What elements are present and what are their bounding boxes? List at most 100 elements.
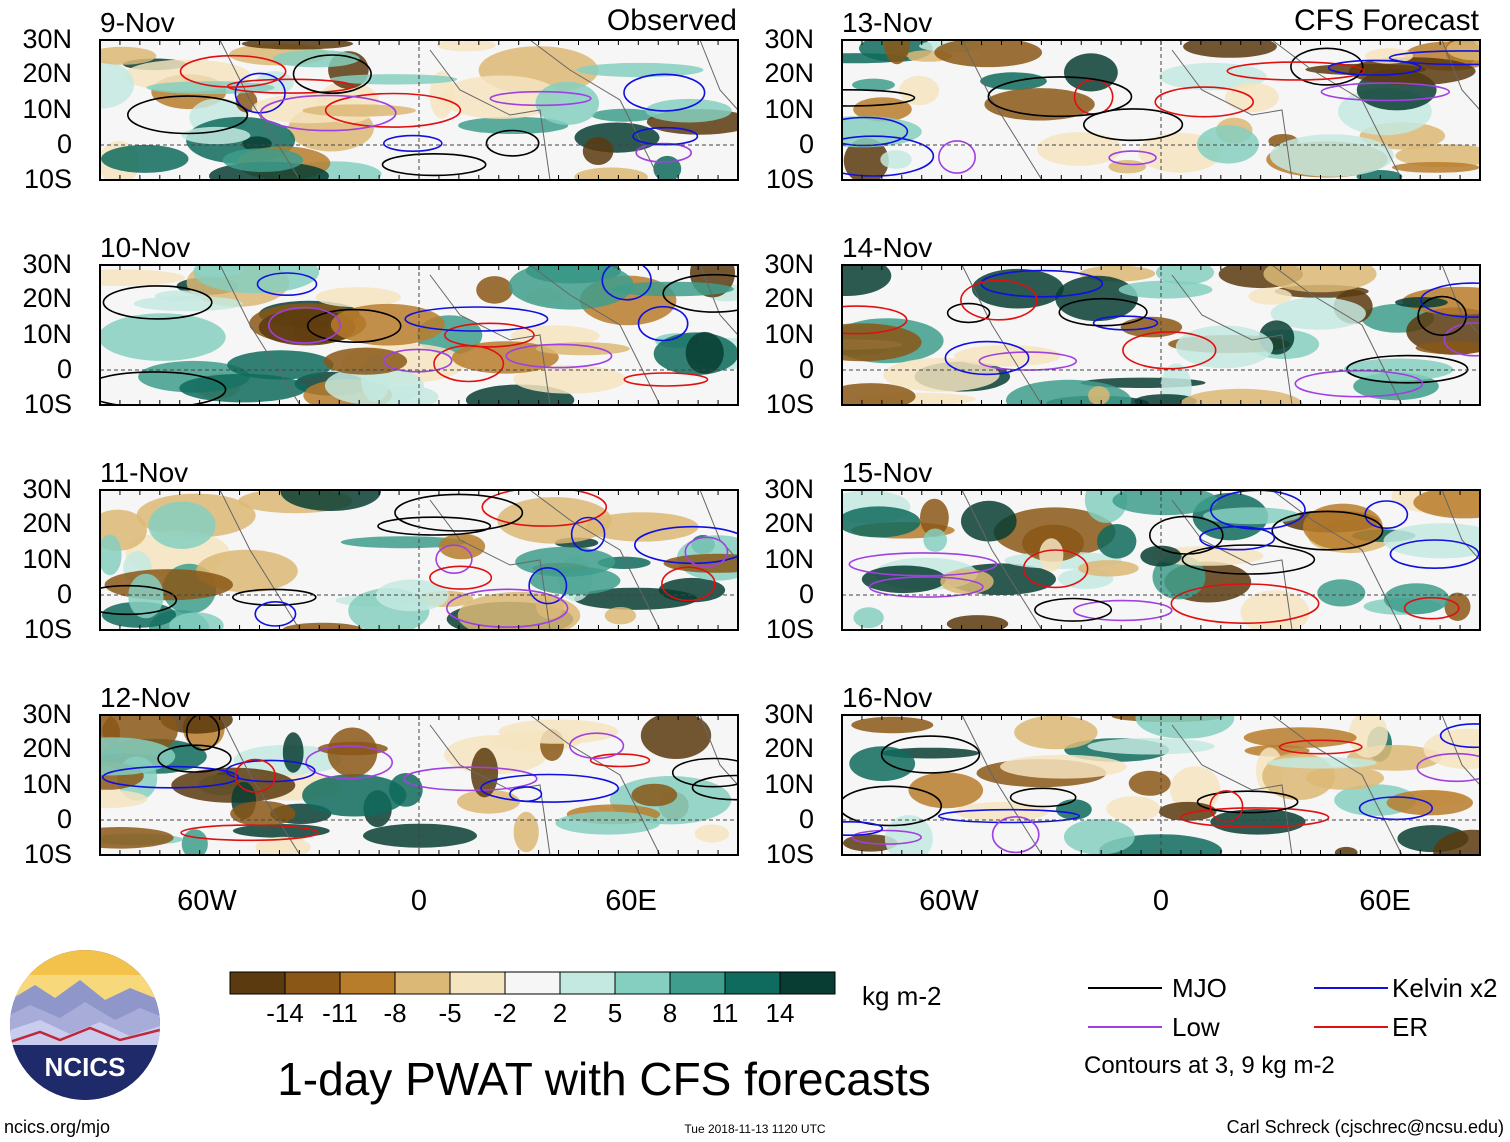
- mjo-contour: [1417, 295, 1467, 337]
- map-panel: 15-Nov 30N 20N 10N 0 10S: [764, 457, 1481, 644]
- er-contour: [179, 54, 287, 88]
- footer-timestamp: Tue 2018-11-13 1120 UTC: [684, 1122, 826, 1136]
- pwat-anomaly-patch: [1240, 590, 1310, 630]
- pwat-anomaly-patch: [436, 40, 496, 52]
- low-contour: [568, 732, 625, 760]
- er-contour: [661, 566, 716, 602]
- pwat-anomaly-patch: [934, 40, 1043, 68]
- lat-label: 0: [57, 804, 72, 834]
- lat-label: 0: [799, 354, 814, 384]
- lat-label: 10N: [22, 769, 72, 799]
- er-contour: [1122, 331, 1217, 370]
- lat-label: 30N: [22, 249, 72, 279]
- pwat-anomaly-patch: [1097, 524, 1137, 559]
- pwat-anomaly-patch: [227, 350, 334, 380]
- map-panel: 13-Nov 30N 20N 10N 0 10S: [764, 7, 1481, 194]
- mjo-contour: [1271, 510, 1384, 551]
- pwat-anomaly-patch: [694, 824, 730, 843]
- kelvin-contour: [842, 135, 935, 177]
- kelvin-contour: [1389, 539, 1480, 570]
- pwat-anomaly-patch: [1118, 280, 1213, 299]
- mjo-contour: [842, 89, 916, 107]
- kelvin-contour: [102, 765, 240, 789]
- pwat-anomaly-patch: [457, 789, 520, 814]
- lat-label: 30N: [764, 24, 814, 54]
- pwat-anomaly-patch: [1000, 754, 1127, 779]
- panel-date: 16-Nov: [842, 682, 932, 713]
- colorbar-tick-label: 8: [663, 998, 677, 1028]
- coastline: [219, 490, 738, 630]
- er-contour: [324, 92, 462, 128]
- lat-label: 30N: [764, 474, 814, 504]
- kelvin-contour: [1388, 50, 1480, 66]
- kelvin-contour: [480, 773, 620, 803]
- lon-axis-left: 60W 0 60E: [177, 885, 657, 917]
- lat-label: 0: [799, 129, 814, 159]
- pwat-anomaly-patch: [1446, 40, 1480, 61]
- mjo-contour: [292, 54, 372, 95]
- pwat-anomaly-patch: [440, 75, 561, 119]
- low-contour: [868, 576, 984, 598]
- footer-url: ncics.org/mjo: [4, 1117, 110, 1137]
- map-panel: 16-Nov 30N 20N 10N 0 10S: [764, 682, 1481, 869]
- lon-label: 0: [411, 885, 427, 917]
- lat-label: 20N: [764, 58, 814, 88]
- pwat-anomaly-patch: [658, 577, 726, 603]
- pwat-anomaly-patch: [1210, 809, 1306, 835]
- pwat-anomaly-patch: [330, 303, 445, 346]
- pwat-anomaly-patch: [843, 138, 889, 180]
- er-contour: [1179, 807, 1330, 828]
- er-contour: [589, 753, 651, 768]
- mjo-contour: [842, 785, 943, 827]
- colorbar-swatch: [724, 971, 781, 995]
- mjo-contour: [1346, 354, 1469, 384]
- pwat-anomaly-patch: [645, 98, 732, 123]
- er-contour: [1209, 790, 1244, 823]
- lat-label: 10N: [764, 769, 814, 799]
- pwat-anomaly-patch: [1128, 770, 1171, 796]
- pwat-anomaly-patch: [920, 498, 949, 537]
- pwat-anomaly-patch: [242, 136, 272, 151]
- kelvin-contour: [623, 73, 706, 112]
- panel-date: 11-Nov: [100, 457, 188, 488]
- map-panel: 10-Nov 30N 20N 10N 0 10S: [22, 232, 739, 419]
- pwat-anomaly-patch: [100, 313, 226, 361]
- mjo-contour: [485, 129, 540, 157]
- kelvin-contour: [842, 821, 884, 836]
- pwat-anomaly-patch: [849, 746, 916, 782]
- pwat-anomaly-patch: [961, 500, 1017, 542]
- pwat-anomaly-patch: [1014, 715, 1098, 750]
- pwat-anomaly-patch: [1006, 379, 1132, 405]
- mjo-contour: [662, 273, 738, 313]
- kelvin-contour: [528, 566, 568, 605]
- lat-label: 20N: [764, 733, 814, 763]
- pwat-anomaly-patch: [653, 155, 682, 180]
- pwat-anomaly-patch: [329, 74, 458, 85]
- pwat-anomaly-patch: [535, 342, 630, 356]
- colorbar: -14 -11 -8 -5 -2 2 5 8 11 14: [229, 971, 836, 1028]
- pwat-anomaly-patch: [169, 612, 224, 630]
- pwat-anomaly-patch: [1088, 386, 1110, 405]
- legend-label-mjo: MJO: [1172, 973, 1227, 1003]
- kelvin-contour: [570, 516, 606, 552]
- panel-date: 9-Nov: [100, 7, 175, 38]
- map-panel: 12-Nov 30N 20N 10N 0 10S: [22, 682, 739, 869]
- pwat-anomaly-patch: [100, 534, 122, 576]
- pwat-anomaly-patch: [1391, 162, 1480, 173]
- mjo-contour: [100, 371, 227, 405]
- coastline: [219, 715, 738, 855]
- lat-label: 20N: [22, 508, 72, 538]
- mjo-contour: [381, 153, 487, 177]
- map-panel: 11-Nov 30N 20N 10N 0 10S: [22, 457, 739, 644]
- legend-note: Contours at 3, 9 kg m-2: [1084, 1052, 1335, 1079]
- colorbar-swatch: [779, 971, 836, 995]
- er-contour: [234, 758, 276, 793]
- legend-label-kelvin: Kelvin x2: [1392, 973, 1498, 1003]
- pwat-anomaly-patch: [883, 357, 1000, 392]
- pwat-anomaly-patch: [476, 276, 513, 304]
- lat-label: 10S: [766, 164, 814, 194]
- low-contour: [937, 140, 976, 174]
- pwat-anomaly-patch: [1263, 265, 1377, 293]
- coastline: [219, 265, 738, 405]
- lat-label: 20N: [764, 508, 814, 538]
